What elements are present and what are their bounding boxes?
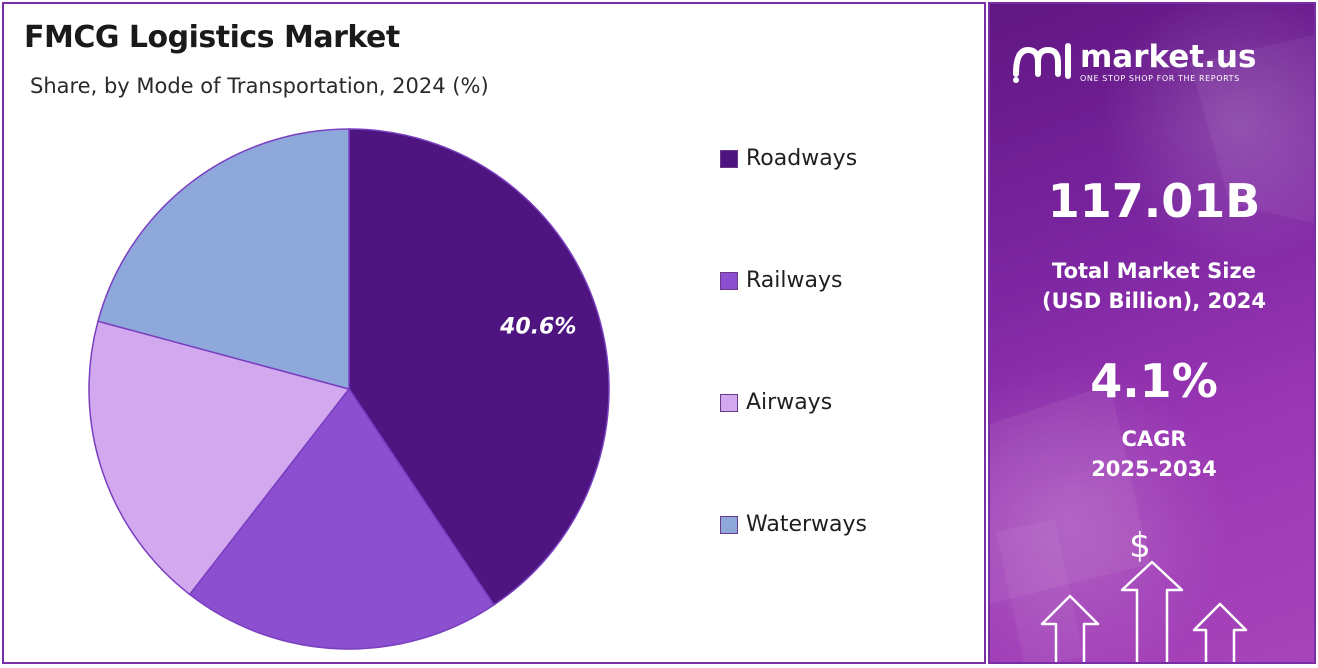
growth-arrow-icon: [1040, 560, 1248, 662]
data-label-roadways: 40.6%: [499, 315, 576, 340]
chart-panel: 40.6% FMCG Logistics Market Share, by Mo…: [2, 2, 986, 664]
legend-swatch-waterways: [720, 515, 738, 534]
legend-swatch-airways: [720, 393, 738, 412]
market-size-value: 117.01B: [1047, 174, 1261, 228]
pie-slice-airways: [88, 320, 351, 596]
legend-label-roadways: Roadways: [746, 146, 858, 171]
legend-item-airways: Airways: [720, 390, 832, 415]
pie-slice-waterways: [97, 128, 350, 390]
legend-label-railways: Railways: [746, 268, 843, 293]
cagr-label-line1: CAGR: [1121, 427, 1187, 451]
legend-item-railways: Railways: [720, 268, 842, 293]
brand-logo: market.us ONE STOP SHOP FOR THE REPORTS: [1010, 40, 1256, 84]
side-panel: market.us ONE STOP SHOP FOR THE REPORTS …: [988, 2, 1316, 664]
pie-slice-roadways: [348, 128, 610, 606]
market-us-logo-icon: [1013, 43, 1071, 83]
brand-name: market.us: [1080, 38, 1257, 75]
legend-label-airways: Airways: [746, 390, 833, 415]
brand-tagline: ONE STOP SHOP FOR THE REPORTS: [1080, 73, 1240, 83]
cagr-label-line2: 2025-2034: [1091, 457, 1217, 481]
legend-item-roadways: Roadways: [720, 146, 857, 171]
market-size-label-line1: Total Market Size: [1052, 259, 1256, 283]
legend-swatch-roadways: [720, 149, 738, 168]
legend-item-waterways: Waterways: [720, 512, 867, 537]
chart-subtitle: Share, by Mode of Transportation, 2024 (…: [30, 74, 489, 98]
legend-label-waterways: Waterways: [746, 512, 867, 537]
dollar-icon: $: [1129, 526, 1151, 566]
legend-swatch-railways: [720, 271, 738, 290]
chart-title: FMCG Logistics Market: [24, 20, 400, 55]
pie-slice-railways: [188, 387, 495, 650]
pie-chart: 40.6%: [88, 128, 610, 650]
background-decoration: [990, 4, 1314, 662]
cagr-value: 4.1%: [1090, 354, 1218, 408]
market-size-label-line2: (USD Billion), 2024: [1041, 289, 1267, 313]
